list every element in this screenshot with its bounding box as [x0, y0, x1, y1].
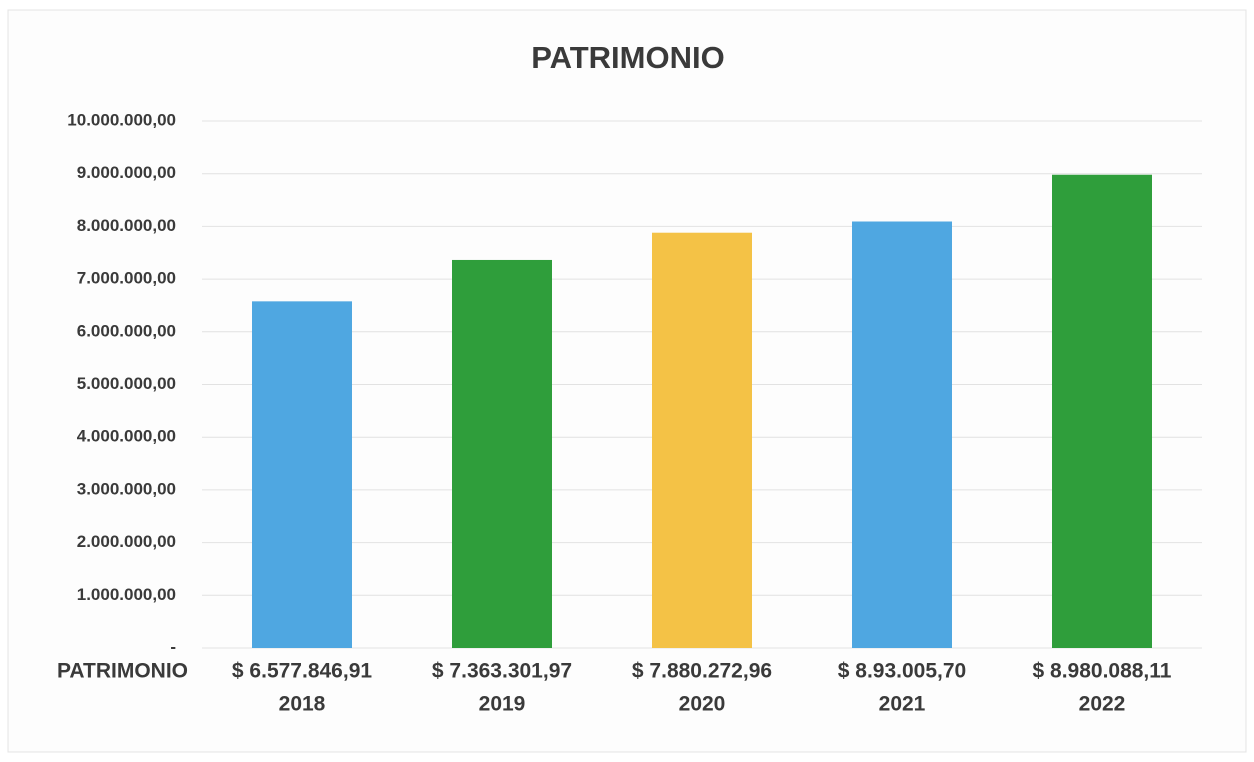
y-tick-label: 6.000.000,00	[77, 321, 176, 340]
value-label: $ 8.93.005,70	[838, 660, 966, 683]
bar	[852, 221, 952, 648]
y-tick-label: 10.000.000,00	[67, 110, 176, 129]
y-tick-label: 8.000.000,00	[77, 216, 176, 235]
chart-title: PATRIMONIO	[531, 40, 724, 75]
bar	[652, 232, 752, 649]
value-label: $ 7.880.272,96	[632, 660, 772, 683]
y-tick-label: 7.000.000,00	[77, 269, 176, 288]
chart-frame	[7, 9, 1247, 753]
y-tick-label: 2.000.000,00	[77, 532, 176, 551]
x-tick-label: 2018	[279, 693, 326, 716]
series-name: PATRIMONIO	[57, 660, 188, 683]
value-label: $ 7.363.301,97	[432, 660, 572, 683]
y-tick-label: 1.000.000,00	[77, 585, 176, 604]
value-label: $ 6.577.846,91	[232, 660, 372, 683]
x-tick-label: 2020	[679, 693, 726, 716]
x-tick-label: 2021	[879, 693, 926, 716]
y-tick-label: -	[170, 637, 176, 656]
bar	[452, 259, 552, 648]
y-tick-label: 4.000.000,00	[77, 427, 176, 446]
bar	[1052, 174, 1152, 648]
y-tick-label: 9.000.000,00	[77, 163, 176, 182]
value-label: $ 8.980.088,11	[1033, 660, 1172, 683]
bar	[252, 301, 352, 648]
x-tick-label: 2022	[1079, 693, 1126, 716]
y-tick-label: 5.000.000,00	[77, 374, 176, 393]
x-tick-label: 2019	[479, 693, 526, 716]
y-tick-label: 3.000.000,00	[77, 479, 176, 498]
